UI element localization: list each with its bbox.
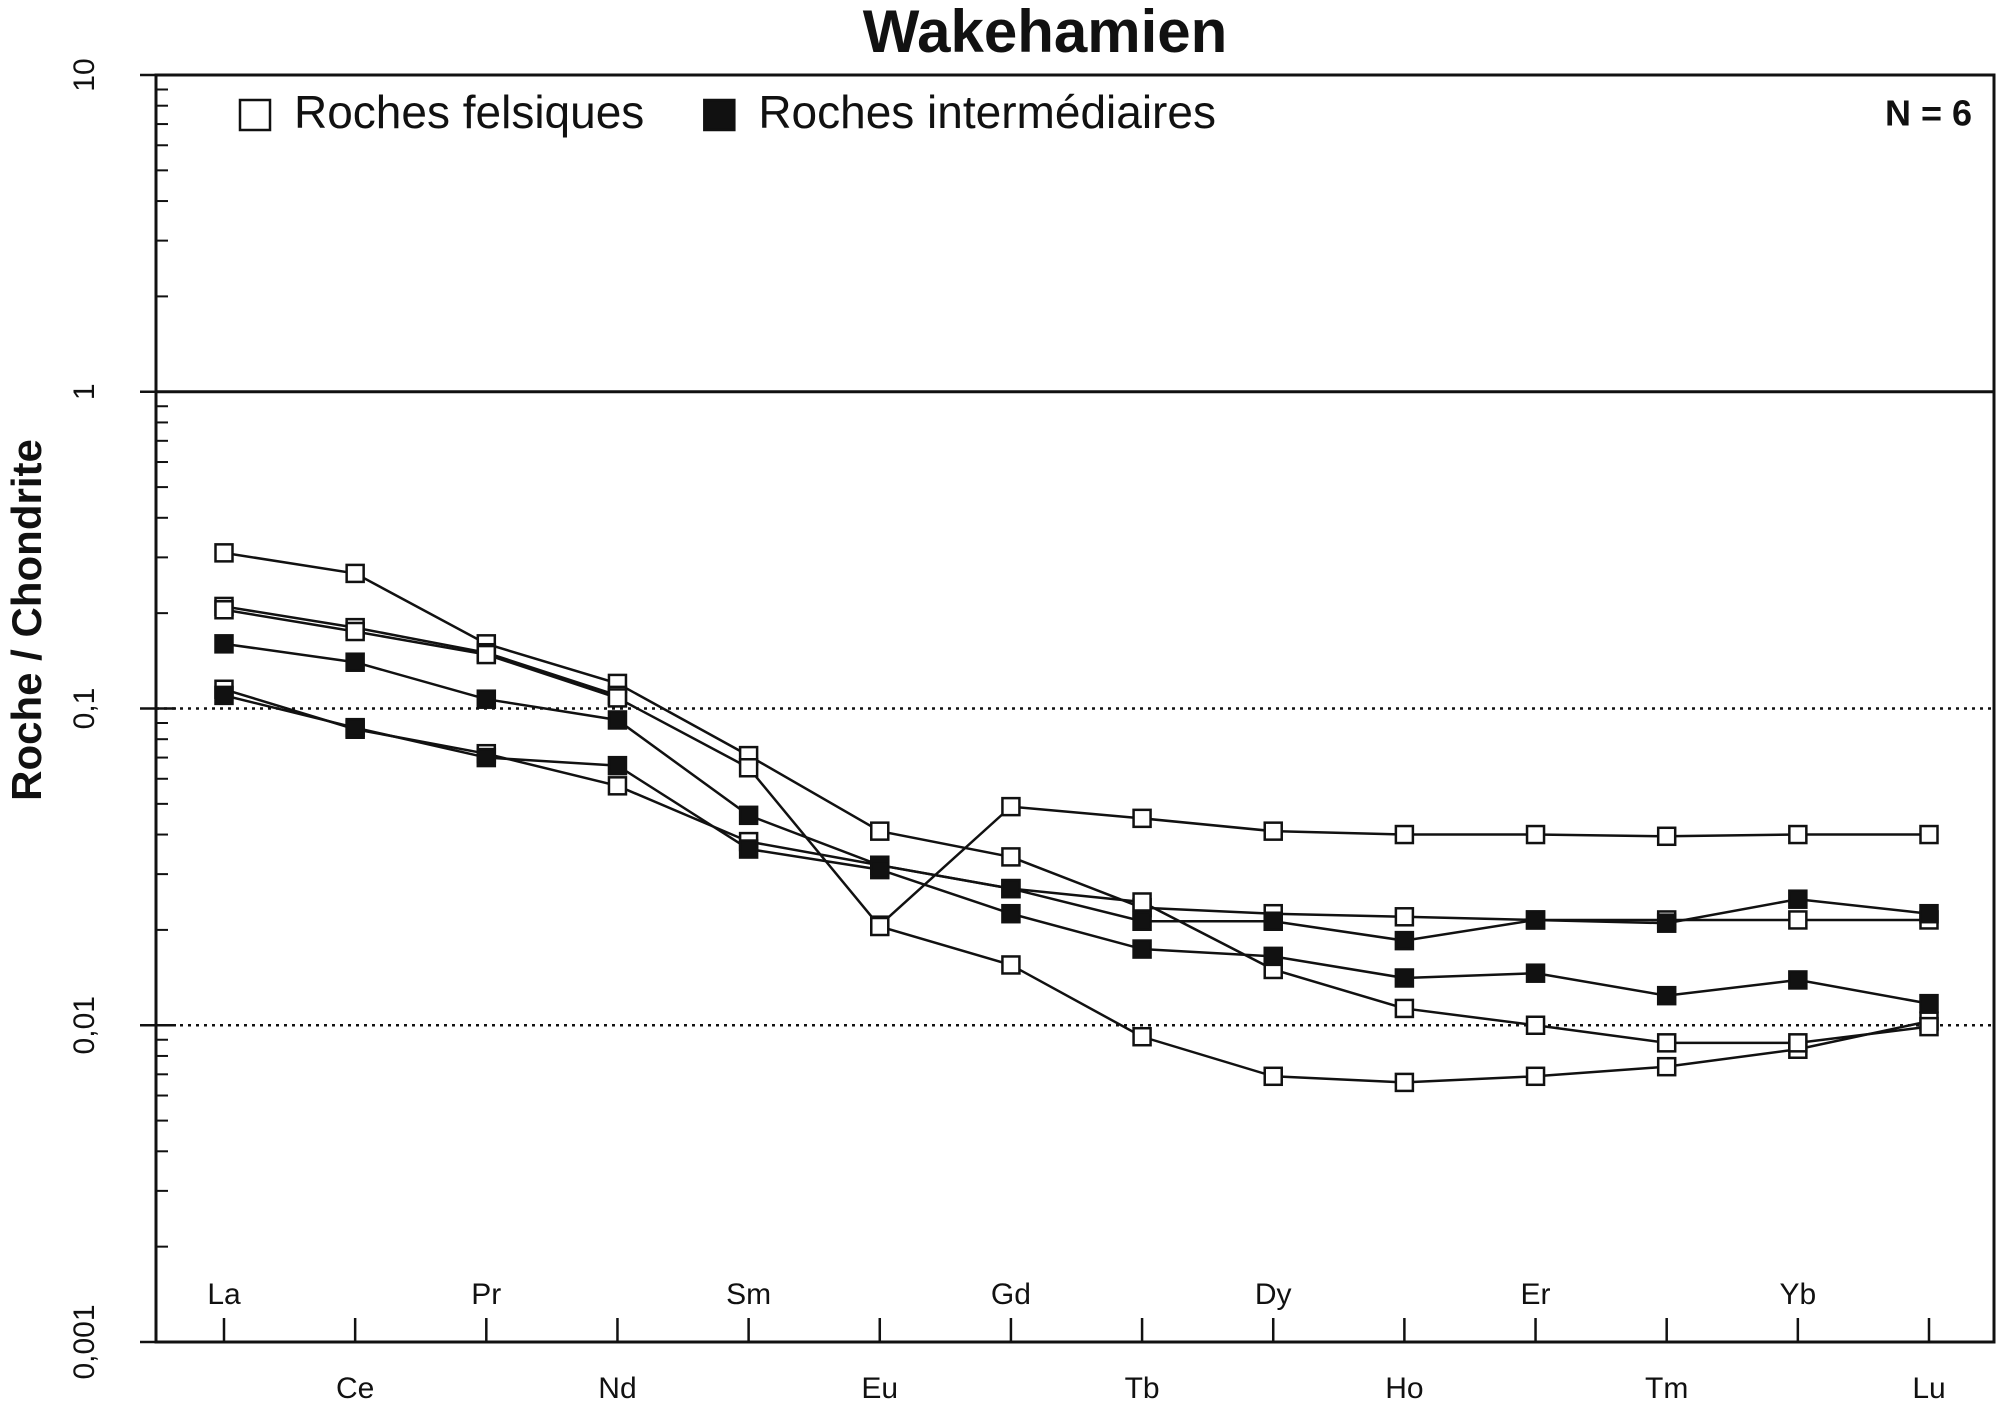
- marker: [1525, 1066, 1546, 1087]
- x-tick-label: Tm: [1645, 1372, 1688, 1405]
- marker: [1394, 930, 1415, 951]
- marker: [1919, 903, 1939, 924]
- marker: [1525, 824, 1546, 845]
- x-tick-label: Lu: [1912, 1372, 1945, 1405]
- marker: [1001, 878, 1021, 899]
- marker: [1001, 847, 1021, 867]
- x-tick-label: Er: [1521, 1278, 1551, 1311]
- x-tick-label: Yb: [1779, 1278, 1816, 1311]
- marker: [1132, 892, 1152, 912]
- marker: [1132, 808, 1152, 829]
- marker: [1394, 1072, 1415, 1093]
- marker: [870, 916, 890, 937]
- marker: [1788, 910, 1808, 930]
- marker: [607, 688, 628, 708]
- y-tick-label: 0,1: [68, 688, 101, 730]
- series-line: [223, 642, 1930, 942]
- marker: [870, 859, 890, 880]
- x-tick-label: Ce: [336, 1372, 374, 1405]
- y-tick-label: 10: [68, 58, 101, 91]
- marker: [214, 543, 234, 563]
- series-line: [223, 608, 1930, 1084]
- marker: [1788, 1033, 1808, 1053]
- marker: [214, 634, 234, 654]
- series-line: [223, 694, 1930, 1005]
- marker: [1919, 1016, 1939, 1037]
- marker: [607, 755, 628, 776]
- legend-marker: [238, 98, 272, 132]
- annotation: N = 6: [1885, 93, 1972, 134]
- marker: [1001, 955, 1021, 975]
- marker: [1132, 939, 1152, 959]
- marker: [476, 747, 497, 768]
- marker: [607, 776, 628, 796]
- marker: [1263, 946, 1283, 967]
- marker: [1525, 910, 1546, 930]
- x-tick-label: Nd: [598, 1372, 636, 1405]
- series-line: [223, 551, 1929, 922]
- marker: [1263, 911, 1283, 931]
- marker: [214, 600, 234, 620]
- x-tick-label: Sm: [726, 1278, 771, 1311]
- marker: [476, 644, 497, 665]
- y-tick-label: 0,001: [68, 1304, 101, 1379]
- y-axis-label: Roche / Chondrite: [3, 439, 50, 801]
- legend-marker: [703, 98, 736, 132]
- x-tick-label: Tb: [1125, 1372, 1160, 1405]
- marker: [738, 805, 759, 826]
- x-tick-label: Dy: [1255, 1278, 1292, 1311]
- marker: [1656, 1033, 1677, 1053]
- marker: [476, 689, 497, 709]
- marker: [345, 652, 365, 672]
- marker: [1656, 985, 1677, 1006]
- marker: [1263, 821, 1283, 841]
- marker: [214, 685, 234, 706]
- marker: [738, 758, 759, 778]
- marker: [1525, 1015, 1546, 1035]
- marker: [1132, 911, 1152, 931]
- marker: [1001, 796, 1021, 817]
- marker: [1263, 1066, 1283, 1087]
- x-tick-label: Gd: [991, 1278, 1031, 1311]
- x-tick-label: Pr: [471, 1278, 501, 1311]
- x-tick-label: Ho: [1385, 1372, 1423, 1405]
- y-tick-label: 0,01: [68, 996, 101, 1054]
- marker: [738, 839, 759, 859]
- marker: [1788, 970, 1808, 990]
- marker: [1394, 824, 1415, 845]
- marker: [1788, 889, 1808, 909]
- marker: [1132, 1026, 1152, 1047]
- marker: [870, 821, 890, 841]
- marker: [1656, 1056, 1677, 1077]
- legend-label: Roches intermédiaires: [758, 86, 1216, 138]
- marker: [1656, 913, 1677, 933]
- marker: [1394, 907, 1415, 927]
- marker: [1001, 903, 1021, 924]
- x-tick-label: Eu: [861, 1372, 898, 1405]
- marker: [345, 717, 365, 738]
- legend-label: Roches felsiques: [294, 86, 644, 138]
- marker: [1394, 968, 1415, 988]
- x-tick-label: La: [207, 1278, 241, 1311]
- marker: [607, 710, 628, 730]
- marker: [1919, 993, 1939, 1014]
- marker: [345, 563, 365, 584]
- marker: [1656, 826, 1677, 847]
- marker: [1788, 824, 1808, 845]
- marker: [1919, 824, 1939, 845]
- y-tick-label: 1: [68, 383, 101, 400]
- marker: [1525, 963, 1546, 983]
- marker: [1394, 998, 1415, 1019]
- chart-title: Wakehamien: [863, 0, 1228, 65]
- marker: [345, 621, 365, 642]
